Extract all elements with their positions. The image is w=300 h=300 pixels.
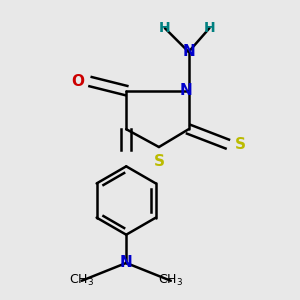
Text: O: O [72, 74, 85, 89]
Text: S: S [153, 154, 164, 169]
Text: CH$_3$: CH$_3$ [158, 273, 183, 288]
Text: N: N [120, 255, 133, 270]
Text: N: N [182, 44, 195, 59]
Text: S: S [235, 136, 246, 152]
Text: H: H [159, 21, 171, 35]
Text: H: H [203, 21, 215, 35]
Text: N: N [179, 83, 192, 98]
Text: CH$_3$: CH$_3$ [69, 273, 94, 288]
